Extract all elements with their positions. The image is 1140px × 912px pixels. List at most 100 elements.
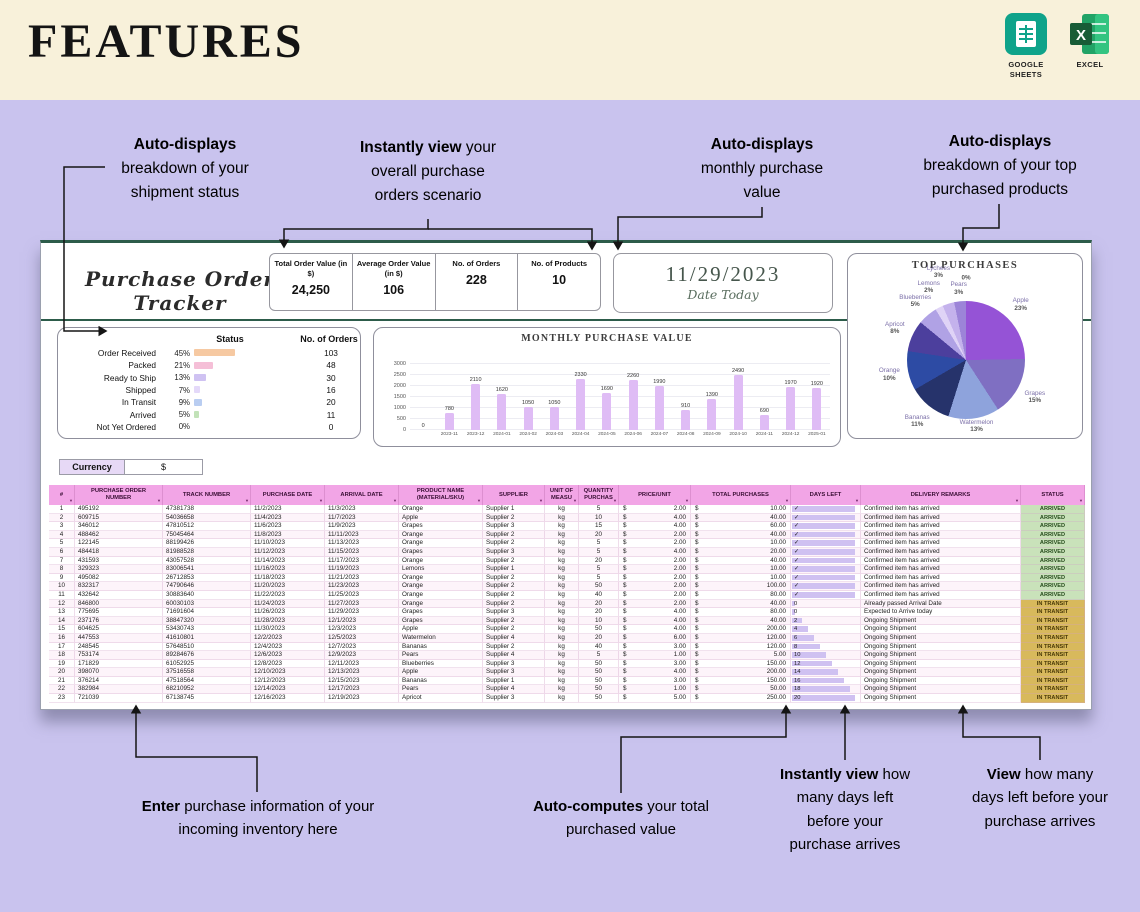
cell-days-left[interactable]: 2 [791,616,861,626]
cell-total-purchases[interactable]: $150.00 [691,676,791,686]
cell-product[interactable]: Orange [399,573,483,583]
cell-purchase-date[interactable]: 12/2/2023 [251,633,325,643]
cell-delivery-remarks[interactable]: Confirmed item has arrived [861,505,1021,514]
cell-purchase-date[interactable]: 11/30/2023 [251,625,325,634]
cell-price-unit[interactable]: $4.00 [619,668,691,677]
cell-track-number[interactable]: 74790646 [163,582,251,591]
cell-purchase-date[interactable]: 12/10/2023 [251,668,325,677]
cell-arrival-date[interactable]: 12/9/2023 [325,651,399,660]
cell-days-left[interactable]: 0 [791,599,861,609]
cell-purchase-date[interactable]: 11/14/2023 [251,556,325,566]
cell-po-number[interactable]: 832317 [75,582,163,591]
cell-product[interactable]: Bananas [399,676,483,686]
cell-status[interactable]: IN TRANSIT [1021,625,1085,634]
cell-product[interactable]: Lemons [399,565,483,574]
cell-supplier[interactable]: Supplier 3 [483,547,545,557]
cell-status[interactable]: IN TRANSIT [1021,676,1085,686]
cell-row-number[interactable]: 11 [49,590,75,600]
cell-total-purchases[interactable]: $10.00 [691,573,791,583]
cell-total-purchases[interactable]: $40.00 [691,616,791,626]
cell-purchase-date[interactable]: 12/12/2023 [251,676,325,686]
cell-quantity[interactable]: 20 [579,556,619,566]
cell-total-purchases[interactable]: $40.00 [691,556,791,566]
cell-days-left[interactable]: 0 [791,608,861,617]
cell-supplier[interactable]: Supplier 2 [483,642,545,652]
cell-status[interactable]: ARRIVED [1021,522,1085,531]
cell-row-number[interactable]: 23 [49,694,75,703]
cell-status[interactable]: ARRIVED [1021,573,1085,583]
cell-delivery-remarks[interactable]: Confirmed item has arrived [861,539,1021,548]
cell-delivery-remarks[interactable]: Confirmed item has arrived [861,582,1021,591]
cell-quantity[interactable]: 50 [579,625,619,634]
cell-price-unit[interactable]: $4.00 [619,625,691,634]
cell-po-number[interactable]: 431593 [75,556,163,566]
cell-row-number[interactable]: 10 [49,582,75,591]
filter-icon[interactable]: ▼ [685,498,689,504]
cell-status[interactable]: IN TRANSIT [1021,668,1085,677]
cell-product[interactable]: Orange [399,539,483,548]
cell-po-number[interactable]: 346012 [75,522,163,531]
cell-quantity[interactable]: 20 [579,608,619,617]
cell-days-left[interactable]: 6 [791,633,861,643]
column-header[interactable]: SUPPLIER ▼ [483,485,545,505]
cell-po-number[interactable]: 753174 [75,651,163,660]
cell-arrival-date[interactable]: 11/13/2023 [325,539,399,548]
cell-purchase-date[interactable]: 11/24/2023 [251,599,325,609]
column-header[interactable]: TOTAL PURCHASES ▼ [691,485,791,505]
cell-price-unit[interactable]: $4.00 [619,513,691,523]
cell-purchase-date[interactable]: 12/6/2023 [251,651,325,660]
cell-product[interactable]: Orange [399,556,483,566]
cell-po-number[interactable]: 775695 [75,608,163,617]
cell-supplier[interactable]: Supplier 3 [483,608,545,617]
cell-purchase-date[interactable]: 11/26/2023 [251,608,325,617]
cell-unit[interactable]: kg [545,685,579,695]
cell-purchase-date[interactable]: 11/22/2023 [251,590,325,600]
cell-status[interactable]: ARRIVED [1021,582,1085,591]
currency-value-cell[interactable]: $ [125,459,203,475]
cell-unit[interactable]: kg [545,694,579,703]
filter-icon[interactable]: ▼ [393,498,397,504]
cell-total-purchases[interactable]: $10.00 [691,539,791,548]
cell-track-number[interactable]: 47381738 [163,505,251,514]
cell-arrival-date[interactable]: 11/3/2023 [325,505,399,514]
cell-total-purchases[interactable]: $80.00 [691,590,791,600]
cell-status[interactable]: IN TRANSIT [1021,694,1085,703]
cell-po-number[interactable]: 376214 [75,676,163,686]
cell-track-number[interactable]: 30883640 [163,590,251,600]
cell-row-number[interactable]: 14 [49,616,75,626]
cell-po-number[interactable]: 171829 [75,659,163,669]
cell-arrival-date[interactable]: 12/19/2023 [325,694,399,703]
cell-status[interactable]: IN TRANSIT [1021,659,1085,669]
cell-days-left[interactable]: ✓ [791,582,861,591]
cell-days-left[interactable]: ✓ [791,530,861,540]
cell-po-number[interactable]: 488462 [75,530,163,540]
cell-price-unit[interactable]: $3.00 [619,676,691,686]
filter-icon[interactable]: ▼ [1015,498,1019,504]
cell-price-unit[interactable]: $2.00 [619,599,691,609]
filter-icon[interactable]: ▼ [613,498,617,504]
cell-delivery-remarks[interactable]: Confirmed item has arrived [861,556,1021,566]
cell-unit[interactable]: kg [545,522,579,531]
cell-purchase-date[interactable]: 11/6/2023 [251,522,325,531]
cell-track-number[interactable]: 47518564 [163,676,251,686]
cell-price-unit[interactable]: $4.00 [619,608,691,617]
cell-delivery-remarks[interactable]: Ongoing Shipment [861,633,1021,643]
cell-days-left[interactable]: ✓ [791,565,861,574]
cell-status[interactable]: ARRIVED [1021,547,1085,557]
cell-po-number[interactable]: 248545 [75,642,163,652]
cell-status[interactable]: ARRIVED [1021,565,1085,574]
cell-days-left[interactable]: 20 [791,694,861,703]
cell-quantity[interactable]: 20 [579,599,619,609]
cell-status[interactable]: IN TRANSIT [1021,616,1085,626]
cell-quantity[interactable]: 40 [579,590,619,600]
cell-purchase-date[interactable]: 12/14/2023 [251,685,325,695]
cell-po-number[interactable]: 447553 [75,633,163,643]
cell-unit[interactable]: kg [545,642,579,652]
cell-row-number[interactable]: 20 [49,668,75,677]
cell-supplier[interactable]: Supplier 2 [483,582,545,591]
cell-quantity[interactable]: 50 [579,676,619,686]
cell-unit[interactable]: kg [545,513,579,523]
cell-row-number[interactable]: 21 [49,676,75,686]
cell-arrival-date[interactable]: 11/19/2023 [325,565,399,574]
cell-total-purchases[interactable]: $200.00 [691,625,791,634]
